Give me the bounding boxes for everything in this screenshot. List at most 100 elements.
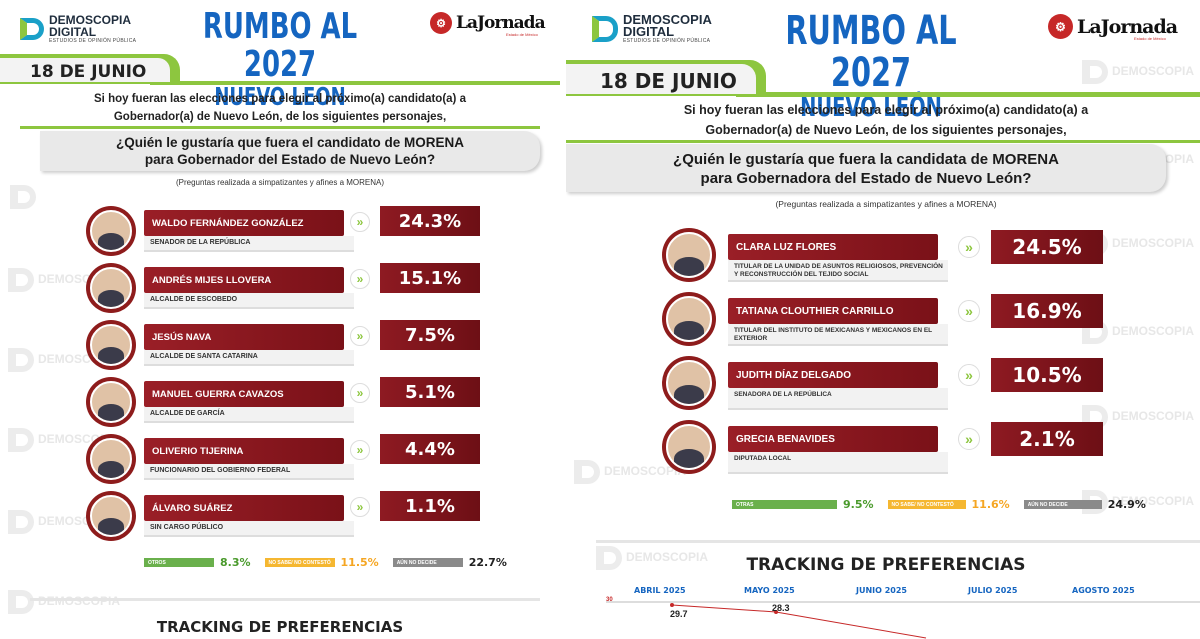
question-line-1: ¿Quién le gustaría que fuera el candidat… (115, 135, 465, 150)
legend-swatch: OTRAS (732, 500, 837, 509)
legend-value: 11.5% (340, 556, 379, 569)
chevron-right-icon: » (958, 364, 980, 386)
tracking-month: JULIO 2025 (968, 586, 1018, 595)
legend-swatch: NO SABE/ NO CONTESTÓ (887, 500, 966, 509)
candidate-percentage: 10.5% (991, 358, 1103, 392)
intro-rule (566, 140, 1200, 143)
page-title-block: RUMBO AL 2027 NUEVO LEÓN (172, 8, 388, 110)
chevron-right-icon: » (350, 497, 370, 517)
left-infographic: DEMOSCOPIA DEMOSCOPIA DEMOSCOPIA DEMOSCO… (0, 0, 560, 639)
chevron-right-icon: » (350, 383, 370, 403)
candidate-photo (86, 206, 136, 256)
partner-sub: Estado de México (506, 32, 538, 37)
candidate-role: SENADORA DE LA REPÚBLICA (728, 388, 948, 410)
partner-sub: Estado de México (1134, 36, 1166, 41)
partner-name: LaJornada (1077, 15, 1178, 38)
candidate-photo (86, 434, 136, 484)
intro-text: Si hoy fueran las elecciones para elegir… (60, 90, 500, 126)
tracking-month: JUNIO 2025 (856, 586, 907, 595)
legend-value: 9.5% (843, 498, 874, 511)
tracking-point (670, 603, 674, 607)
intro-line-2: Gobernador(a) de Nuevo León, de los sigu… (705, 123, 1067, 137)
question-box (566, 144, 1166, 192)
watermark-logo: DEMOSCOPIA (574, 460, 686, 484)
person-avatar-icon (666, 424, 712, 470)
candidate-name: MANUEL GUERRA CAVAZOS (144, 381, 344, 407)
person-avatar-icon (666, 360, 712, 406)
legend-value: 11.6% (971, 498, 1010, 511)
chevron-right-icon: » (350, 212, 370, 232)
candidate-name: ANDRÉS MIJES LLOVERA (144, 267, 344, 293)
legend-swatch: NO SABE/ NO CONTESTÓ (264, 558, 335, 567)
intro-line-1: Si hoy fueran las elecciones para elegir… (683, 103, 1089, 117)
candidate-role: ALCALDE DE SANTA CATARINA (144, 350, 354, 366)
legend: OTRAS 9.5% NO SABE/ NO CONTESTÓ 11.6% AÚN NO… (732, 498, 1160, 511)
person-avatar-icon (90, 267, 132, 309)
person-avatar-icon (90, 210, 132, 252)
candidate-name: OLIVERIO TIJERINA (144, 438, 344, 464)
legend-swatch: AÚN NO DECIDE (392, 558, 463, 567)
date-label: 18 DE JUNIO (0, 58, 170, 82)
tracking-axis-label: 30 (606, 597, 613, 603)
chevron-right-icon: » (350, 440, 370, 460)
watermark-logo: DEMOSCOPIA (8, 590, 120, 614)
candidate-percentage: 5.1% (380, 377, 480, 407)
question-note: (Preguntas realizada a simpatizantes y a… (175, 178, 385, 187)
candidate-photo (662, 292, 716, 346)
brand-name-2: DIGITAL (623, 24, 675, 39)
question-note: (Preguntas realizada a simpatizantes y a… (775, 199, 997, 209)
tracking-line (671, 604, 777, 613)
page-title: RUMBO AL 2027 (202, 6, 358, 85)
brand-name: DEMOSCOPIA (49, 13, 132, 27)
lajornada-logo: ⚙ LaJornada Estado de México (430, 12, 546, 37)
brand-tagline: ESTUDIOS DE OPINIÓN PÚBLICA (623, 38, 711, 44)
person-avatar-icon (90, 324, 132, 366)
intro-rule (20, 126, 540, 129)
candidate-photo (86, 320, 136, 370)
person-avatar-icon (666, 296, 712, 342)
demoscopia-mark-icon (592, 16, 618, 42)
candidate-percentage: 24.3% (380, 206, 480, 236)
demoscopia-logo: DEMOSCOPIA DIGITAL ESTUDIOS DE OPINIÓN P… (20, 14, 136, 44)
tracking-value: 29.7 (670, 609, 688, 619)
header-rule (150, 81, 560, 85)
candidate-photo (662, 356, 716, 410)
tracking-title: TRACKING DE PREFERENCIAS (156, 618, 404, 636)
panel-divider (560, 0, 566, 639)
question-line-1: ¿Quién le gustaría que fuera la candidat… (673, 151, 1059, 168)
brand-name: DEMOSCOPIA (623, 12, 712, 27)
candidate-photo (86, 377, 136, 427)
legend: OTROS 8.3% NO SABE/ NO CONTESTÓ 11.5% AÚN NO… (144, 556, 521, 569)
chevron-right-icon: » (958, 428, 980, 450)
page-title: RUMBO AL 2027 (785, 8, 957, 96)
watermark-logo: DEMOSCOPIA (596, 546, 708, 570)
legend-value: 8.3% (220, 556, 251, 569)
legend-value: 22.7% (468, 556, 507, 569)
page-title-block: RUMBO AL 2027 NUEVO LEÓN (752, 10, 990, 122)
candidate-percentage: 2.1% (991, 422, 1103, 456)
candidate-role: SIN CARGO PÚBLICO (144, 521, 354, 537)
tracking-month: AGOSTO 2025 (1072, 586, 1135, 595)
page-subtitle: NUEVO LEÓN (214, 82, 346, 111)
candidate-role: FUNCIONARIO DEL GOBIERNO FEDERAL (144, 464, 354, 480)
tracking-rule (30, 598, 540, 601)
question-box (40, 131, 540, 171)
person-avatar-icon (90, 438, 132, 480)
question-text: ¿Quién le gustaría que fuera la candidat… (606, 150, 1126, 188)
tracking-line (775, 611, 927, 639)
watermark-logo: DEMOSCOPIA (1082, 60, 1194, 84)
candidate-name: CLARA LUZ FLORES (728, 234, 938, 260)
candidate-photo (86, 263, 136, 313)
tracking-value: 28.3 (772, 603, 790, 613)
candidate-percentage: 24.5% (991, 230, 1103, 264)
chevron-right-icon: » (958, 236, 980, 258)
chevron-right-icon: » (958, 300, 980, 322)
candidate-percentage: 16.9% (991, 294, 1103, 328)
person-avatar-icon (90, 495, 132, 537)
legend-value: 24.9% (1107, 498, 1146, 511)
candidate-role: DIPUTADA LOCAL (728, 452, 948, 474)
legend-swatch: OTROS (144, 558, 214, 567)
candidate-percentage: 1.1% (380, 491, 480, 521)
tracking-month: ABRIL 2025 (634, 586, 686, 595)
partner-name: LaJornada (456, 13, 546, 33)
